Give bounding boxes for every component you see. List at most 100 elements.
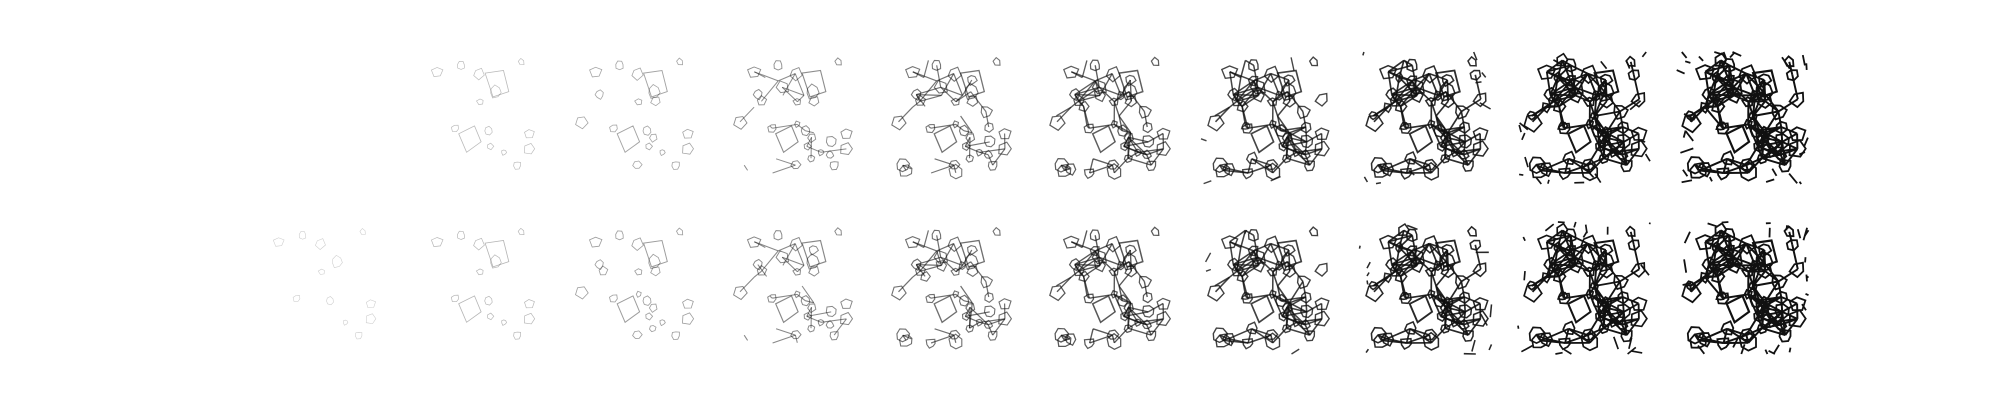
crack-segment	[934, 158, 955, 166]
grain-outline	[484, 125, 493, 136]
crack-segment	[1715, 246, 1734, 259]
crack-segment	[1233, 93, 1259, 97]
crack-segment	[1777, 268, 1799, 283]
crack-segment	[1236, 247, 1242, 272]
grain-outline	[1472, 262, 1487, 278]
edge-crack	[1640, 264, 1650, 276]
grain-outline	[920, 270, 931, 282]
crack-segment	[1747, 285, 1754, 295]
crack-segment	[1143, 281, 1148, 298]
grain-outline	[315, 238, 326, 250]
grain-outline	[807, 154, 816, 163]
grain-outline	[1778, 329, 1792, 343]
edge-crack	[1379, 163, 1386, 175]
grain-outline	[1236, 270, 1249, 283]
crack-segment	[940, 86, 957, 103]
edge-crack	[1729, 52, 1735, 59]
crack-segment	[1550, 263, 1576, 267]
crack-segment	[1074, 250, 1096, 266]
edge-crack	[1681, 51, 1688, 59]
crack-segment	[1060, 334, 1071, 340]
grain-outline	[648, 303, 658, 313]
crack-segment	[1304, 148, 1323, 156]
crack-segment	[772, 164, 796, 174]
edge-crack	[1375, 181, 1382, 185]
crack-segment	[1454, 148, 1481, 154]
crack-segment	[1711, 247, 1718, 272]
feature-outline	[801, 239, 827, 268]
feature-outline	[1566, 124, 1592, 154]
crack-segment	[1589, 123, 1607, 134]
crack-segment	[1409, 327, 1430, 336]
crack-segment	[1398, 76, 1418, 96]
crack-segment	[1289, 126, 1306, 134]
grain-outline	[609, 124, 618, 133]
grain-outline	[588, 236, 603, 248]
grain-outline	[1625, 225, 1636, 237]
crack-segment	[1403, 229, 1413, 237]
crack-segment	[1128, 136, 1148, 156]
panel-9	[1517, 221, 1651, 355]
crack-segment	[1278, 79, 1290, 96]
grain-outline	[966, 95, 979, 107]
grain-outline	[1755, 79, 1774, 103]
crack-segment	[1252, 65, 1259, 88]
crack-segment	[1594, 280, 1621, 287]
edge-crack	[1697, 345, 1706, 355]
edge-crack	[1585, 168, 1595, 178]
edge-crack	[1475, 81, 1482, 84]
edge-crack	[1363, 176, 1369, 183]
grain-outline	[1240, 121, 1251, 130]
crack-segment	[1098, 86, 1122, 97]
crack-segment	[1398, 230, 1405, 248]
crack-segment	[1589, 293, 1607, 304]
crack-segment	[1587, 72, 1606, 93]
crack-segment	[1719, 230, 1731, 252]
crack-segment	[1720, 295, 1724, 299]
crack-segment	[1745, 242, 1764, 263]
crack-segment	[1694, 334, 1700, 341]
grain-outline	[1150, 56, 1160, 67]
crack-segment	[1272, 157, 1288, 174]
grain-outline	[1314, 140, 1330, 157]
edge-crack	[1517, 325, 1520, 329]
crack-segment	[915, 264, 926, 277]
edge-crack	[1563, 348, 1572, 355]
crack-segment	[1447, 126, 1465, 134]
grain-outline	[790, 330, 802, 340]
crack-segment	[1748, 100, 1766, 103]
crack-segment	[1082, 106, 1090, 129]
grain-outline	[1057, 163, 1072, 177]
crack-segment	[912, 241, 925, 249]
crack-segment	[1569, 235, 1576, 258]
crack-segment	[1060, 164, 1066, 171]
crack-segment	[963, 130, 973, 134]
edge-crack	[1547, 179, 1550, 184]
feature-outline	[1091, 294, 1117, 324]
edge-crack	[1521, 132, 1526, 141]
grain-outline	[829, 331, 839, 341]
panel-6	[1042, 222, 1175, 354]
grain-outline	[1106, 332, 1122, 351]
crack-segment	[1720, 229, 1730, 237]
crack-segment	[953, 73, 964, 96]
crack-segment	[1777, 281, 1783, 298]
grain-outline	[952, 290, 960, 299]
crack-segment	[1561, 60, 1572, 82]
grain-outline	[1062, 235, 1080, 249]
grain-outline	[457, 60, 465, 70]
edge-crack	[1683, 231, 1691, 244]
crack-segment	[1304, 311, 1308, 325]
crack-segment	[1444, 157, 1469, 166]
crack-segment	[1603, 151, 1614, 159]
grain-outline	[1472, 140, 1489, 157]
crack-segment	[1747, 293, 1766, 304]
crack-segment	[1761, 153, 1781, 160]
edge-crack	[1584, 224, 1588, 234]
crack-segment	[1214, 106, 1231, 123]
feature-outline	[1566, 294, 1592, 324]
crack-segment	[1444, 136, 1465, 156]
grain-outline	[1089, 229, 1101, 242]
crack-segment	[1411, 65, 1418, 88]
crack-segment	[1574, 243, 1589, 266]
